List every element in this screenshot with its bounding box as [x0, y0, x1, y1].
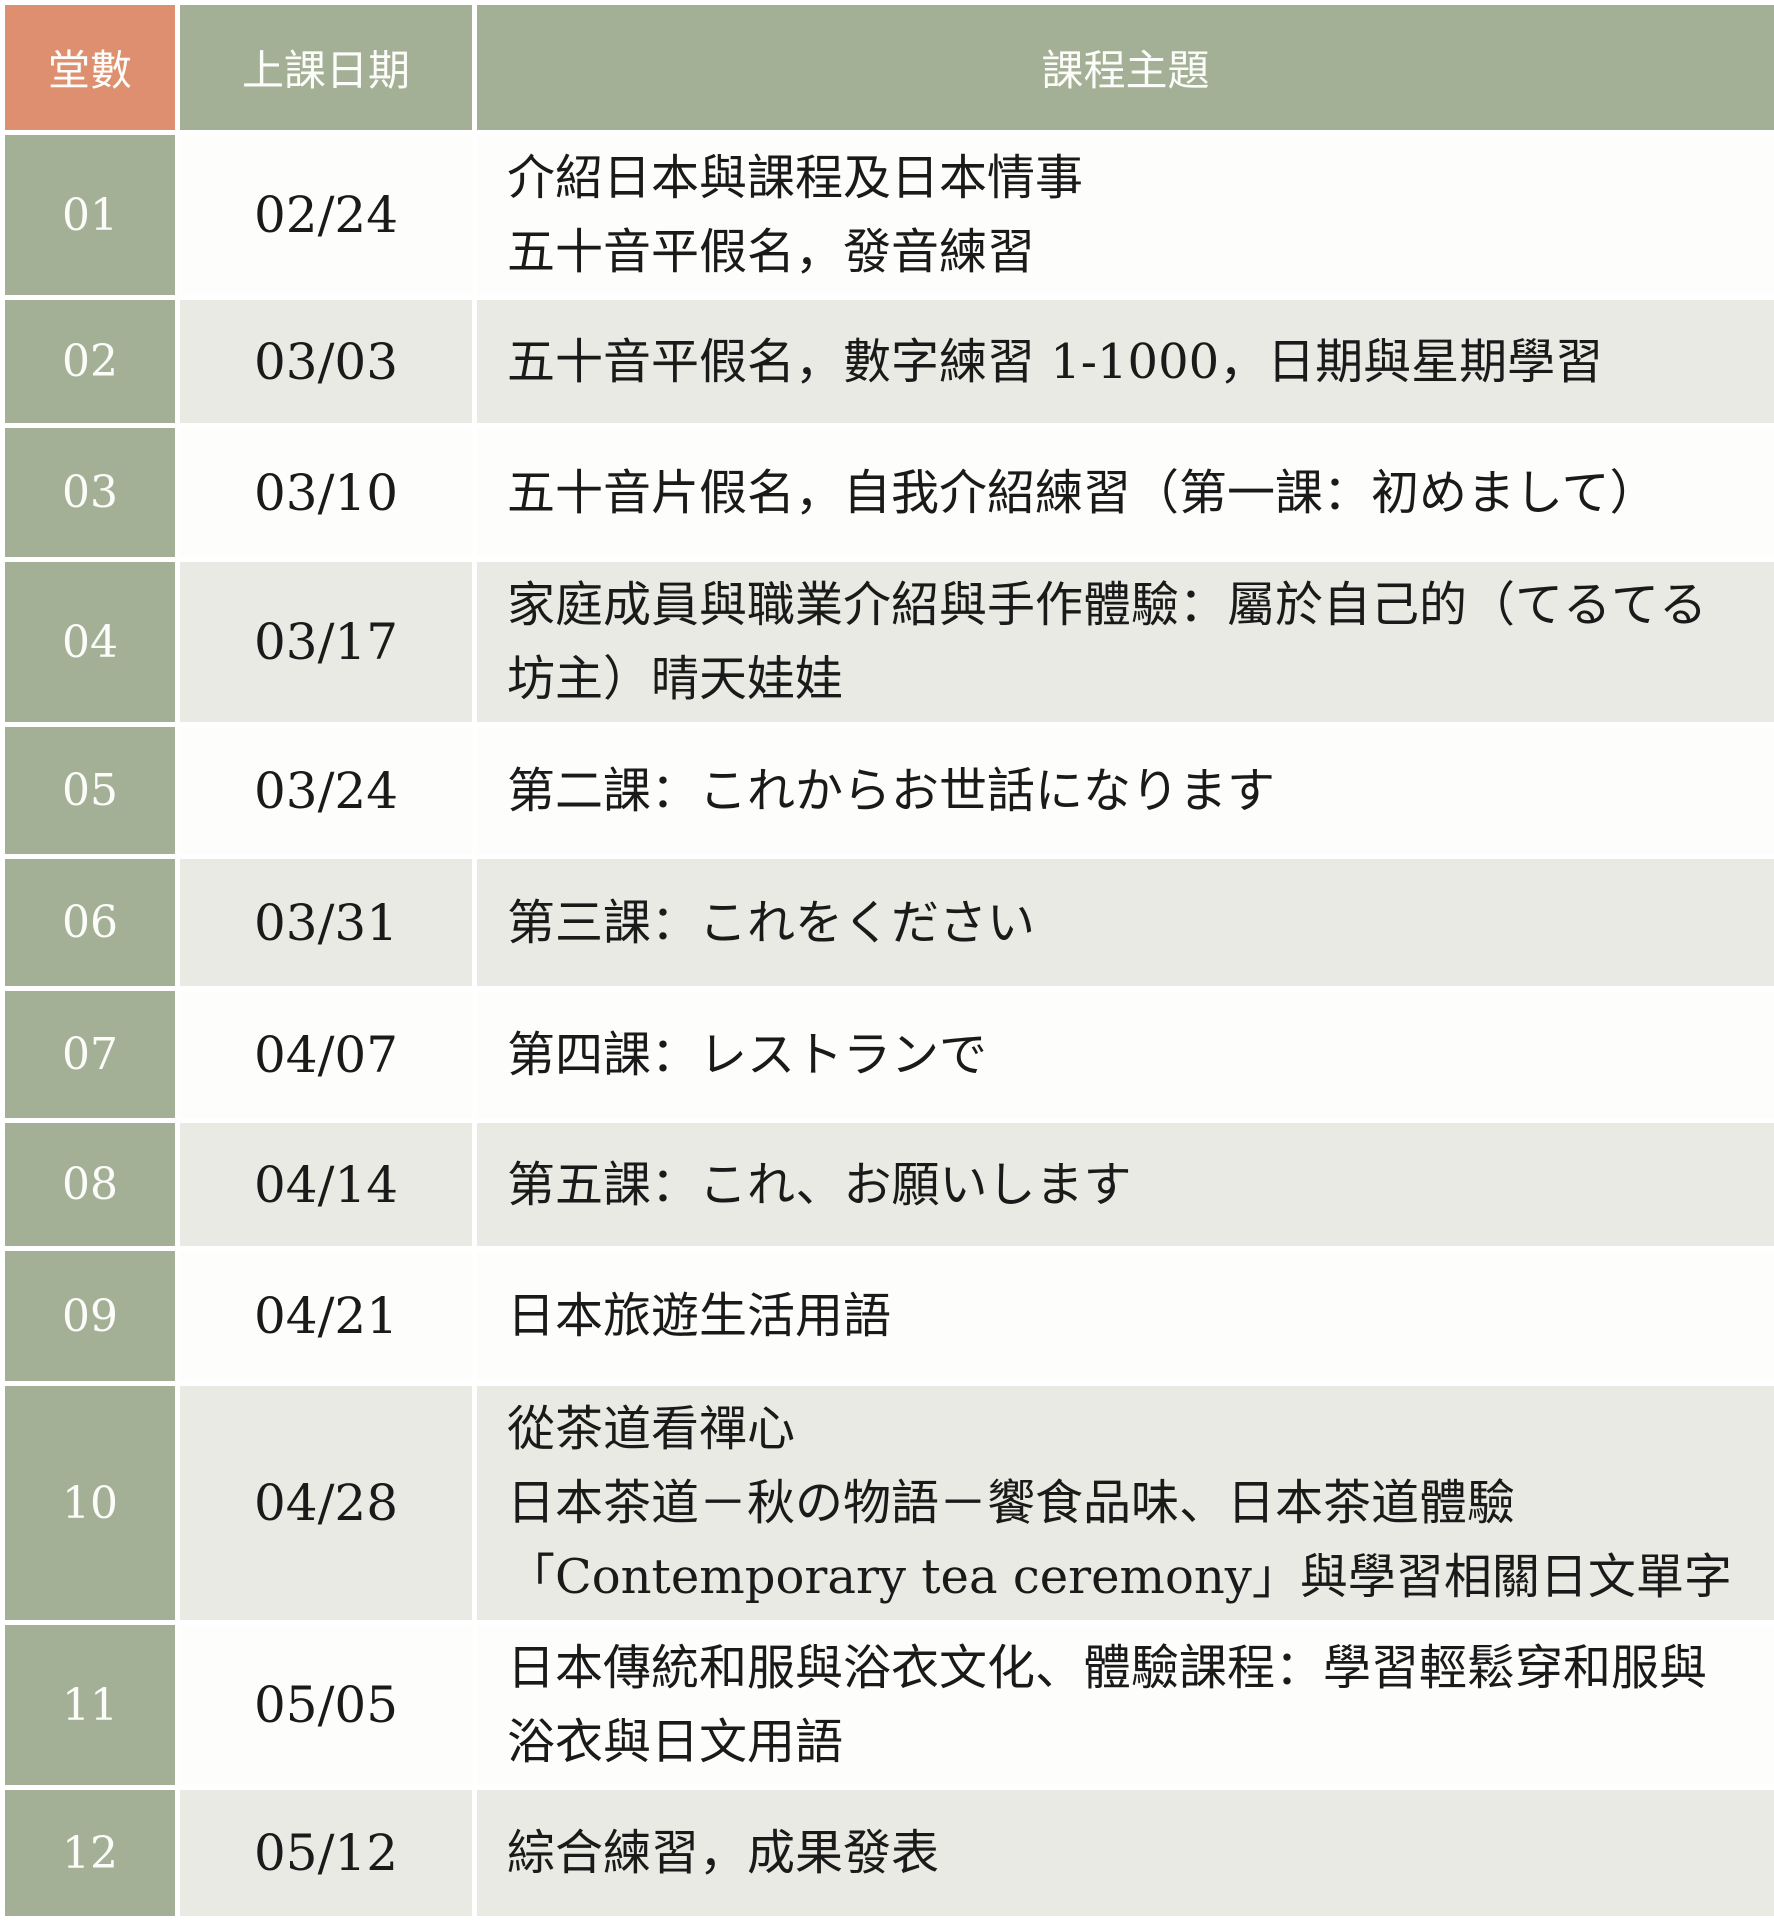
topic-line: 第四課：レストランで: [507, 1018, 1746, 1092]
class-date-cell: 03/10: [178, 426, 475, 560]
class-date-cell: 04/07: [178, 989, 475, 1121]
table-row: 06 03/31 第三課：これをください: [3, 857, 1774, 989]
table-row: 09 04/21 日本旅遊生活用語: [3, 1249, 1774, 1384]
topic-line: 五十音片假名，自我介紹練習（第一課：初めまして）: [507, 456, 1746, 530]
topic-line: 日本旅遊生活用語: [507, 1279, 1746, 1353]
topic-line: 五十音平假名，數字練習 1-1000，日期與星期學習: [507, 325, 1746, 399]
class-number-cell: 08: [3, 1121, 178, 1249]
table-row: 07 04/07 第四課：レストランで: [3, 989, 1774, 1121]
course-topic-cell: 綜合練習，成果發表: [475, 1788, 1774, 1919]
class-date-cell: 03/03: [178, 298, 475, 426]
class-date-cell: 04/14: [178, 1121, 475, 1249]
topic-line: 五十音平假名，發音練習: [507, 215, 1746, 289]
course-topic-cell: 日本傳統和服與浴衣文化、體驗課程：學習輕鬆穿和服與浴衣與日文用語: [475, 1623, 1774, 1788]
class-date-cell: 03/31: [178, 857, 475, 989]
table-row: 02 03/03 五十音平假名，數字練習 1-1000，日期與星期學習: [3, 298, 1774, 426]
class-number-cell: 11: [3, 1623, 178, 1788]
table-row: 12 05/12 綜合練習，成果發表: [3, 1788, 1774, 1919]
class-number-cell: 09: [3, 1249, 178, 1384]
class-date-cell: 03/17: [178, 560, 475, 725]
course-topic-cell: 日本旅遊生活用語: [475, 1249, 1774, 1384]
schedule-rows: 01 02/24 介紹日本與課程及日本情事五十音平假名，發音練習 02 03/0…: [3, 133, 1774, 1919]
course-topic-cell: 第五課：これ、お願いします: [475, 1121, 1774, 1249]
course-topic-cell: 家庭成員與職業介紹與手作體驗：屬於自己的（てるてる坊主）晴天娃娃: [475, 560, 1774, 725]
header-cell-course-topic: 課程主題: [475, 3, 1774, 133]
class-date-cell: 02/24: [178, 133, 475, 298]
course-topic-cell: 五十音片假名，自我介紹練習（第一課：初めまして）: [475, 426, 1774, 560]
class-number-cell: 10: [3, 1384, 178, 1623]
header-row: 堂數 上課日期 課程主題: [3, 3, 1774, 133]
course-topic-cell: 從茶道看禪心日本茶道－秋の物語－饗食品味、日本茶道體驗「Contemporary…: [475, 1384, 1774, 1623]
topic-line: 從茶道看禪心: [507, 1392, 1746, 1466]
header-cell-class-number: 堂數: [3, 3, 178, 133]
table-row: 01 02/24 介紹日本與課程及日本情事五十音平假名，發音練習: [3, 133, 1774, 298]
topic-line: 第五課：これ、お願いします: [507, 1148, 1746, 1222]
header-cell-class-date: 上課日期: [178, 3, 475, 133]
table-row: 11 05/05 日本傳統和服與浴衣文化、體驗課程：學習輕鬆穿和服與浴衣與日文用…: [3, 1623, 1774, 1788]
class-number-cell: 01: [3, 133, 178, 298]
table-row: 08 04/14 第五課：これ、お願いします: [3, 1121, 1774, 1249]
class-number-cell: 04: [3, 560, 178, 725]
topic-line: 第二課：これからお世話になります: [507, 754, 1746, 828]
class-date-cell: 03/24: [178, 725, 475, 857]
topic-line: 「Contemporary tea ceremony」與學習相關日文單字: [507, 1540, 1746, 1614]
class-number-cell: 05: [3, 725, 178, 857]
class-number-cell: 03: [3, 426, 178, 560]
class-number-cell: 02: [3, 298, 178, 426]
table-row: 05 03/24 第二課：これからお世話になります: [3, 725, 1774, 857]
course-topic-cell: 介紹日本與課程及日本情事五十音平假名，發音練習: [475, 133, 1774, 298]
course-topic-cell: 第四課：レストランで: [475, 989, 1774, 1121]
topic-line: 第三課：これをください: [507, 886, 1746, 960]
class-number-cell: 07: [3, 989, 178, 1121]
topic-line: 日本茶道－秋の物語－饗食品味、日本茶道體驗: [507, 1466, 1746, 1540]
course-topic-cell: 五十音平假名，數字練習 1-1000，日期與星期學習: [475, 298, 1774, 426]
class-number-cell: 12: [3, 1788, 178, 1919]
topic-line: 綜合練習，成果發表: [507, 1816, 1746, 1890]
class-number-cell: 06: [3, 857, 178, 989]
topic-line: 日本傳統和服與浴衣文化、體驗課程：學習輕鬆穿和服與浴衣與日文用語: [507, 1631, 1746, 1779]
table-row: 10 04/28 從茶道看禪心日本茶道－秋の物語－饗食品味、日本茶道體驗「Con…: [3, 1384, 1774, 1623]
class-date-cell: 05/05: [178, 1623, 475, 1788]
topic-line: 家庭成員與職業介紹與手作體驗：屬於自己的（てるてる坊主）晴天娃娃: [507, 568, 1746, 716]
class-date-cell: 04/21: [178, 1249, 475, 1384]
course-topic-cell: 第二課：これからお世話になります: [475, 725, 1774, 857]
table-row: 03 03/10 五十音片假名，自我介紹練習（第一課：初めまして）: [3, 426, 1774, 560]
class-date-cell: 05/12: [178, 1788, 475, 1919]
table-row: 04 03/17 家庭成員與職業介紹與手作體驗：屬於自己的（てるてる坊主）晴天娃…: [3, 560, 1774, 725]
course-topic-cell: 第三課：これをください: [475, 857, 1774, 989]
class-date-cell: 04/28: [178, 1384, 475, 1623]
topic-line: 介紹日本與課程及日本情事: [507, 141, 1746, 215]
